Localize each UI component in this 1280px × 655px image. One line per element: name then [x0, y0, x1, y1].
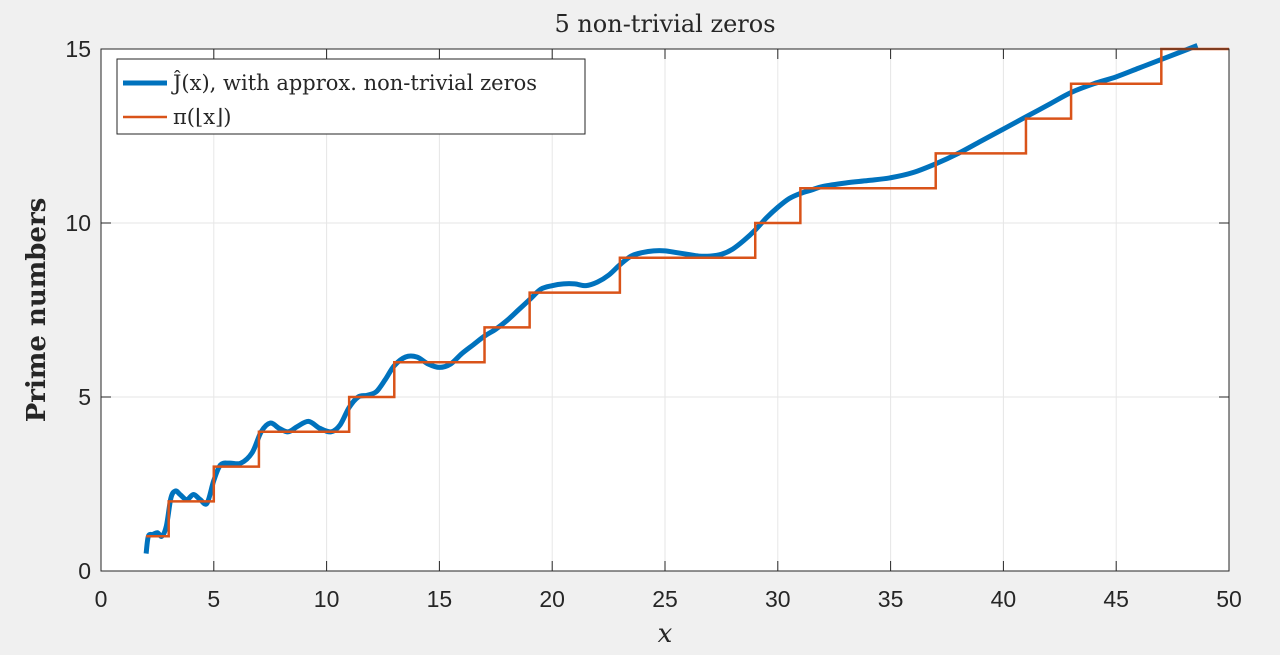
- legend-label-pi: π(⌊x⌋): [173, 105, 231, 129]
- x-tick-label: 0: [95, 586, 108, 612]
- y-axis-label: Prime numbers: [22, 198, 52, 423]
- series-pi-step-line: [146, 47, 1229, 538]
- y-tick-label: 10: [65, 210, 91, 236]
- chart-title: 5 non-trivial zeros: [554, 10, 775, 38]
- ticks: 0 5 10 15 20 25 30 35 40 45 50 0 5 10 15: [65, 36, 1241, 612]
- x-tick-label: 30: [765, 586, 791, 612]
- y-tick-label: 15: [65, 36, 91, 62]
- x-axis-label: x: [658, 619, 673, 649]
- x-tick-label: 5: [207, 586, 220, 612]
- legend-label-j: Ĵ(x), with approx. non-trivial zeros: [171, 70, 537, 95]
- x-tick-label: 25: [652, 586, 678, 612]
- series-j-line: [143, 43, 1199, 554]
- y-tick-label: 5: [78, 384, 91, 410]
- x-tick-label: 20: [539, 586, 565, 612]
- x-tick-label: 15: [427, 586, 453, 612]
- x-tick-label: 10: [314, 586, 340, 612]
- x-tick-label: 35: [878, 586, 904, 612]
- legend: Ĵ(x), with approx. non-trivial zeros π(⌊…: [116, 58, 586, 135]
- x-tick-label: 40: [991, 586, 1017, 612]
- y-tick-label: 0: [78, 558, 91, 584]
- legend-box: [116, 58, 586, 135]
- series-layer: [143, 43, 1229, 554]
- x-tick-label: 45: [1103, 586, 1129, 612]
- x-tick-label: 50: [1216, 586, 1242, 612]
